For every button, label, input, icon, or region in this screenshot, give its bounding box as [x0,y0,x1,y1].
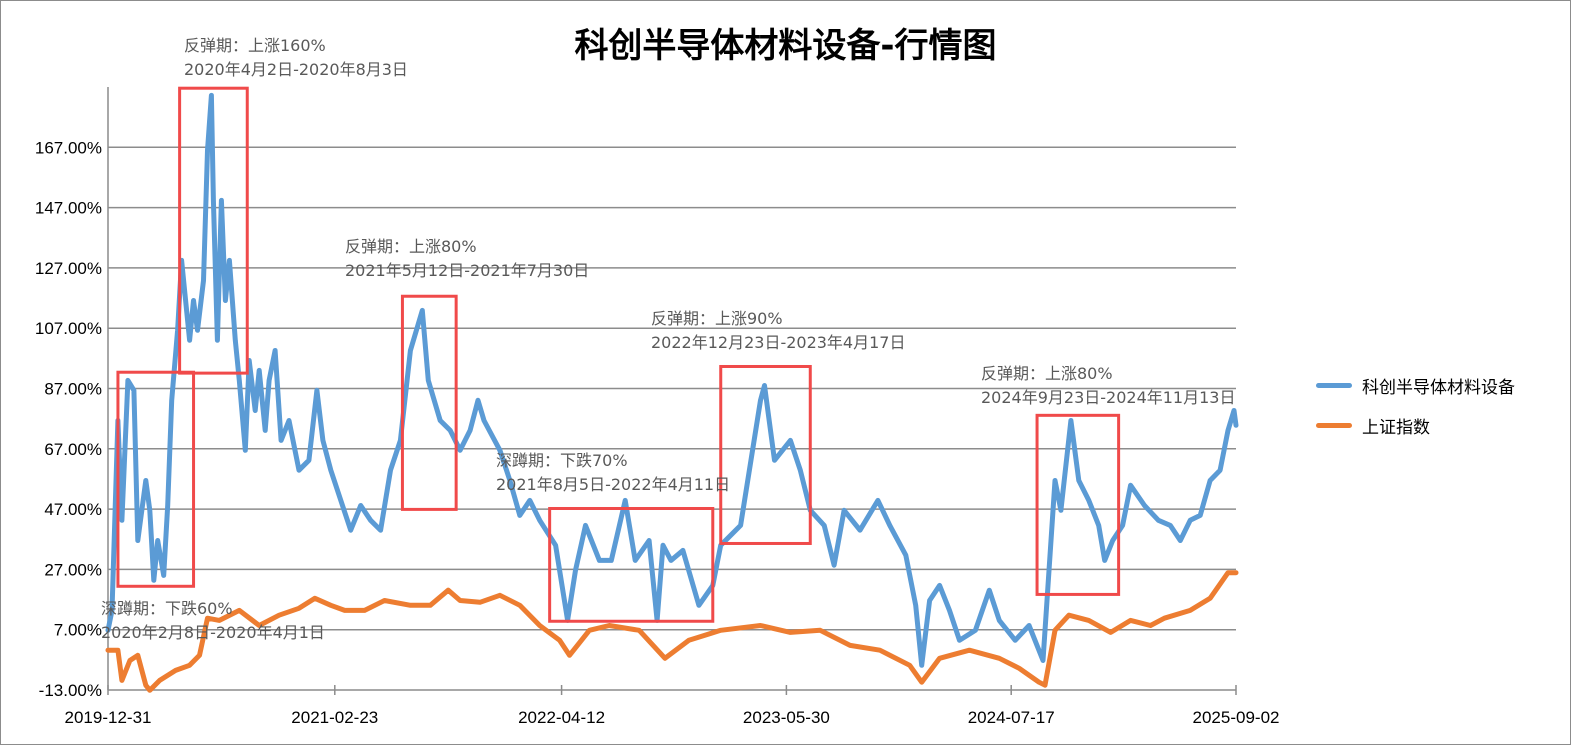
highlight-box [400,294,458,511]
x-tick-label: 2024-07-17 [968,708,1055,727]
annotation-1: 深蹲期：下跌60% 2020年2月8日-2020年4月1日 [101,597,325,645]
y-tick-label: -13.00% [39,681,102,700]
x-tick-label: 2019-12-31 [65,708,152,727]
y-tick-label: 127.00% [35,259,102,278]
annotation-title: 反弹期：上涨80% [345,237,477,256]
annotation-dates: 2020年4月2日-2020年8月3日 [184,60,408,79]
x-tick-label: 2021-02-23 [291,708,378,727]
highlight-box [178,86,249,375]
annotation-dates: 2024年9月23日-2024年11月13日 [981,388,1236,407]
legend-label: 科创半导体材料设备 [1362,378,1515,398]
y-tick-label: 167.00% [35,138,102,157]
chart-title: 科创半导体材料设备-行情图 [574,26,997,66]
annotation-dates: 2021年8月5日-2022年4月11日 [496,475,731,494]
highlight-box [719,364,812,545]
annotation-title: 深蹲期：下跌70% [496,451,628,470]
y-tick-label: 47.00% [44,500,102,519]
annotation-dates: 2020年2月8日-2020年4月1日 [101,623,325,642]
annotation-6: 反弹期：上涨80% 2024年9月23日-2024年11月13日 [981,362,1235,410]
annotation-dates: 2022年12月23日-2023年4月17日 [651,333,906,352]
annotation-5: 反弹期：上涨90% 2022年12月23日-2023年4月17日 [651,307,905,355]
annotation-title: 反弹期：上涨160% [184,36,326,55]
annotation-title: 反弹期：上涨90% [651,309,783,328]
y-tick-label: 87.00% [44,380,102,399]
y-tick-label: 27.00% [44,560,102,579]
annotation-3: 反弹期：上涨80% 2021年5月12日-2021年7月30日 [345,235,589,283]
series-line-kechuang [105,92,1239,668]
x-tick-label: 2025-09-02 [1193,708,1280,727]
annotation-2: 反弹期：上涨160% 2020年4月2日-2020年8月3日 [184,34,408,82]
annotation-title: 深蹲期：下跌60% [101,599,233,618]
annotation-dates: 2021年5月12日-2021年7月30日 [345,261,590,280]
legend-swatch-orange [1316,423,1352,428]
x-tick-label: 2022-04-12 [518,708,605,727]
legend-label: 上证指数 [1362,418,1430,438]
highlight-box [116,370,196,588]
y-tick-label: 67.00% [44,440,102,459]
annotation-4: 深蹲期：下跌70% 2021年8月5日-2022年4月11日 [496,449,730,497]
annotation-title: 反弹期：上涨80% [981,364,1113,383]
y-tick-label: 107.00% [35,319,102,338]
y-tick-label: 147.00% [35,199,102,218]
y-tick-label: 7.00% [54,621,102,640]
highlight-box [548,506,715,623]
x-tick-label: 2023-05-30 [743,708,830,727]
legend-swatch-blue [1316,383,1352,388]
highlight-box [1035,413,1121,596]
series-line-shanghai [105,570,1239,693]
legend-item-shanghai[interactable]: 上证指数 [1316,413,1430,438]
legend-item-kechuang[interactable]: 科创半导体材料设备 [1316,373,1515,398]
